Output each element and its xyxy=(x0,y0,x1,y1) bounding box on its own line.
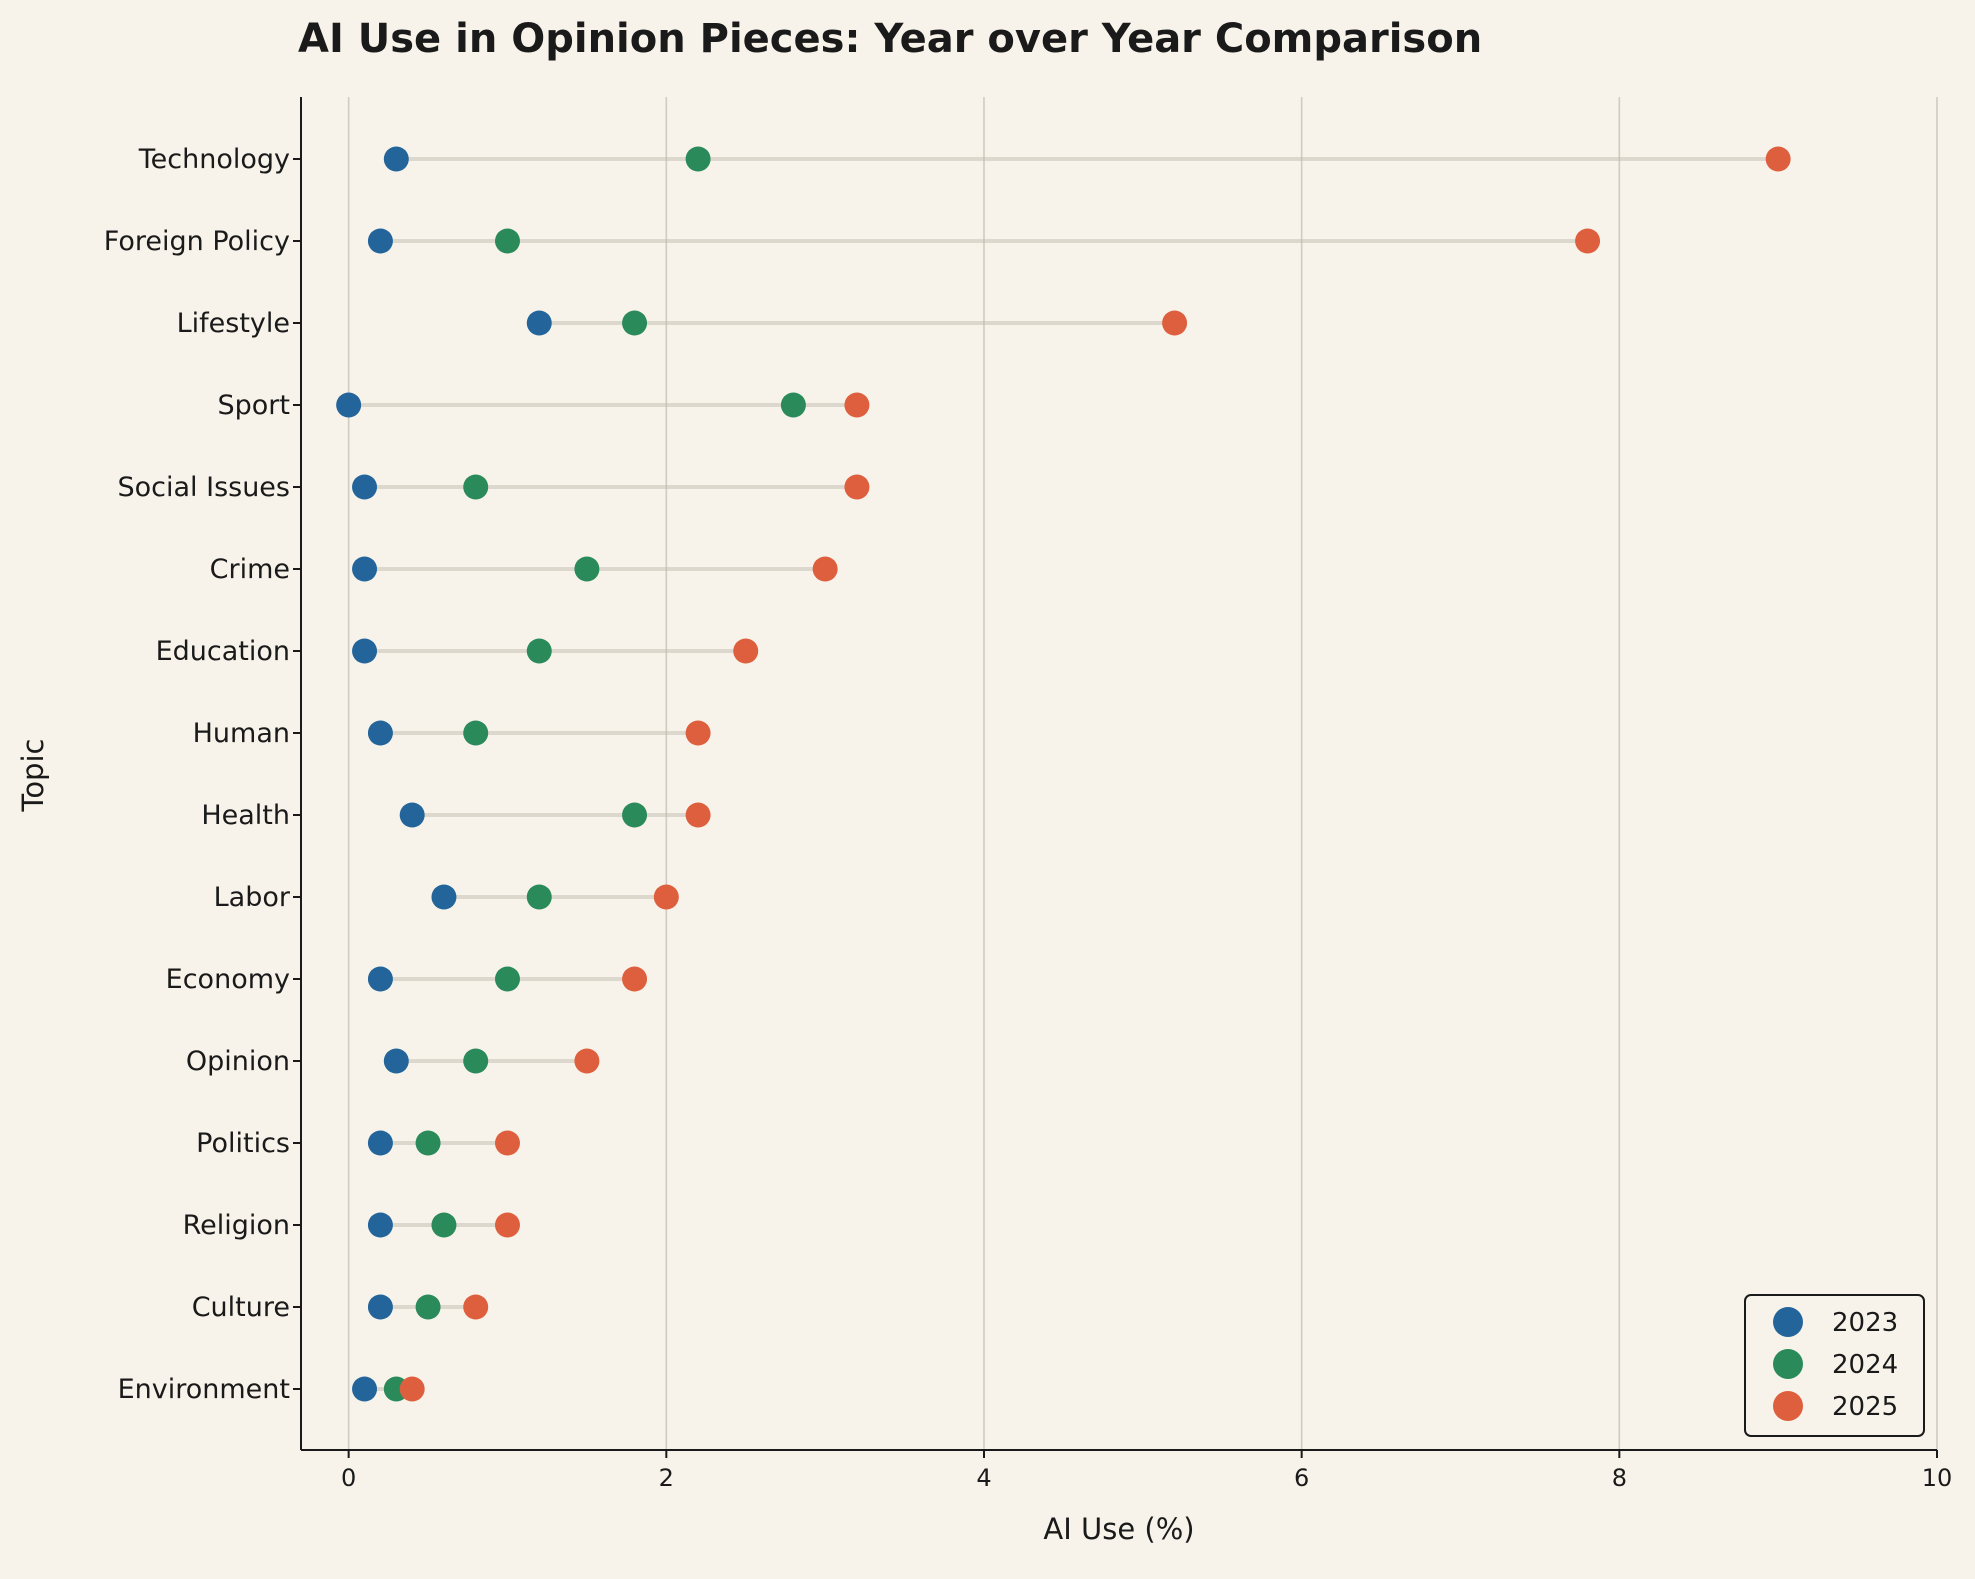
dot-2024 xyxy=(415,1294,441,1320)
dot-2025 xyxy=(574,1048,600,1074)
dot-2023 xyxy=(383,146,409,172)
y-tick-label: Health xyxy=(201,800,290,831)
dot-2024 xyxy=(526,638,552,664)
y-ticks: Technology Foreign Policy Lifestyle Sport So… xyxy=(104,144,301,1405)
dot-2023 xyxy=(399,802,425,828)
dot-2024 xyxy=(463,1048,489,1074)
dot-2023 xyxy=(367,1294,393,1320)
dot-2024 xyxy=(415,1130,441,1156)
dot-2023 xyxy=(352,638,378,664)
x-tick-label: 6 xyxy=(1294,1464,1309,1492)
dot-2023 xyxy=(383,1048,409,1074)
dot-2023 xyxy=(431,884,457,910)
dot-2024 xyxy=(494,966,520,992)
dot-2023 xyxy=(367,1212,393,1238)
dot-2025 xyxy=(494,1212,520,1238)
y-tick-label: Labor xyxy=(214,882,291,913)
legend: 2023 2024 2025 xyxy=(1744,1294,1925,1437)
dot-2025 xyxy=(653,884,679,910)
dot-2025 xyxy=(1575,228,1601,254)
legend-label: 2023 xyxy=(1832,1308,1898,1338)
dot-2024 xyxy=(622,310,648,336)
x-tick-label: 10 xyxy=(1922,1464,1953,1492)
dot-2023 xyxy=(352,1376,378,1402)
grid-lines xyxy=(347,97,1938,1450)
dot-2025 xyxy=(463,1294,489,1320)
dot-2025 xyxy=(844,392,870,418)
range-lines xyxy=(348,157,1779,1391)
dot-2025 xyxy=(622,966,648,992)
legend-label: 2025 xyxy=(1832,1392,1898,1422)
x-axis-label: AI Use (%) xyxy=(1043,1512,1194,1546)
y-tick-label: Social Issues xyxy=(117,472,290,503)
data-points xyxy=(336,146,1791,1402)
dot-2024 xyxy=(780,392,806,418)
y-tick-label: Crime xyxy=(210,554,290,585)
dot-2024 xyxy=(685,146,711,172)
legend-marker-2024 xyxy=(1773,1349,1803,1379)
y-tick-label: Lifestyle xyxy=(177,308,290,339)
y-tick-label: Environment xyxy=(118,1374,290,1405)
x-tick-label: 8 xyxy=(1612,1464,1627,1492)
y-tick-label: Education xyxy=(156,636,290,667)
dot-2024 xyxy=(574,556,600,582)
dot-2024 xyxy=(526,884,552,910)
y-tick-label: Sport xyxy=(218,390,290,421)
y-tick-label: Foreign Policy xyxy=(104,226,290,257)
dot-2023 xyxy=(352,556,378,582)
dot-2025 xyxy=(685,802,711,828)
y-tick-label: Culture xyxy=(192,1292,290,1323)
chart-title: AI Use in Opinion Pieces: Year over Year… xyxy=(298,16,1482,62)
dot-2025 xyxy=(812,556,838,582)
dot-2024 xyxy=(463,720,489,746)
dot-2025 xyxy=(685,720,711,746)
y-tick-label: Human xyxy=(193,718,290,749)
y-axis-label: Topic xyxy=(16,739,50,813)
dot-2024 xyxy=(622,802,648,828)
dot-2023 xyxy=(352,474,378,500)
x-tick-label: 4 xyxy=(976,1464,991,1492)
dot-2023 xyxy=(526,310,552,336)
y-tick-label: Politics xyxy=(196,1128,290,1159)
dot-2025 xyxy=(733,638,759,664)
dot-2025 xyxy=(399,1376,425,1402)
legend-marker-2025 xyxy=(1773,1391,1803,1421)
legend-label: 2024 xyxy=(1832,1350,1898,1380)
dot-2023 xyxy=(336,392,362,418)
dot-2025 xyxy=(844,474,870,500)
dot-2025 xyxy=(1162,310,1188,336)
dot-2023 xyxy=(367,720,393,746)
y-tick-label: Technology xyxy=(138,144,290,175)
dot-2023 xyxy=(367,966,393,992)
dot-2023 xyxy=(367,228,393,254)
y-tick-label: Religion xyxy=(183,1210,290,1241)
x-tick-label: 0 xyxy=(341,1464,356,1492)
x-tick-label: 2 xyxy=(659,1464,674,1492)
legend-marker-2023 xyxy=(1773,1307,1803,1337)
dot-2023 xyxy=(367,1130,393,1156)
dot-2025 xyxy=(494,1130,520,1156)
dot-2025 xyxy=(1765,146,1791,172)
dot-2024 xyxy=(463,474,489,500)
y-tick-label: Opinion xyxy=(186,1046,290,1077)
dot-2024 xyxy=(431,1212,457,1238)
x-ticks: 0 2 4 6 8 10 xyxy=(341,1450,1952,1492)
y-tick-label: Economy xyxy=(166,964,290,995)
dot-2024 xyxy=(494,228,520,254)
